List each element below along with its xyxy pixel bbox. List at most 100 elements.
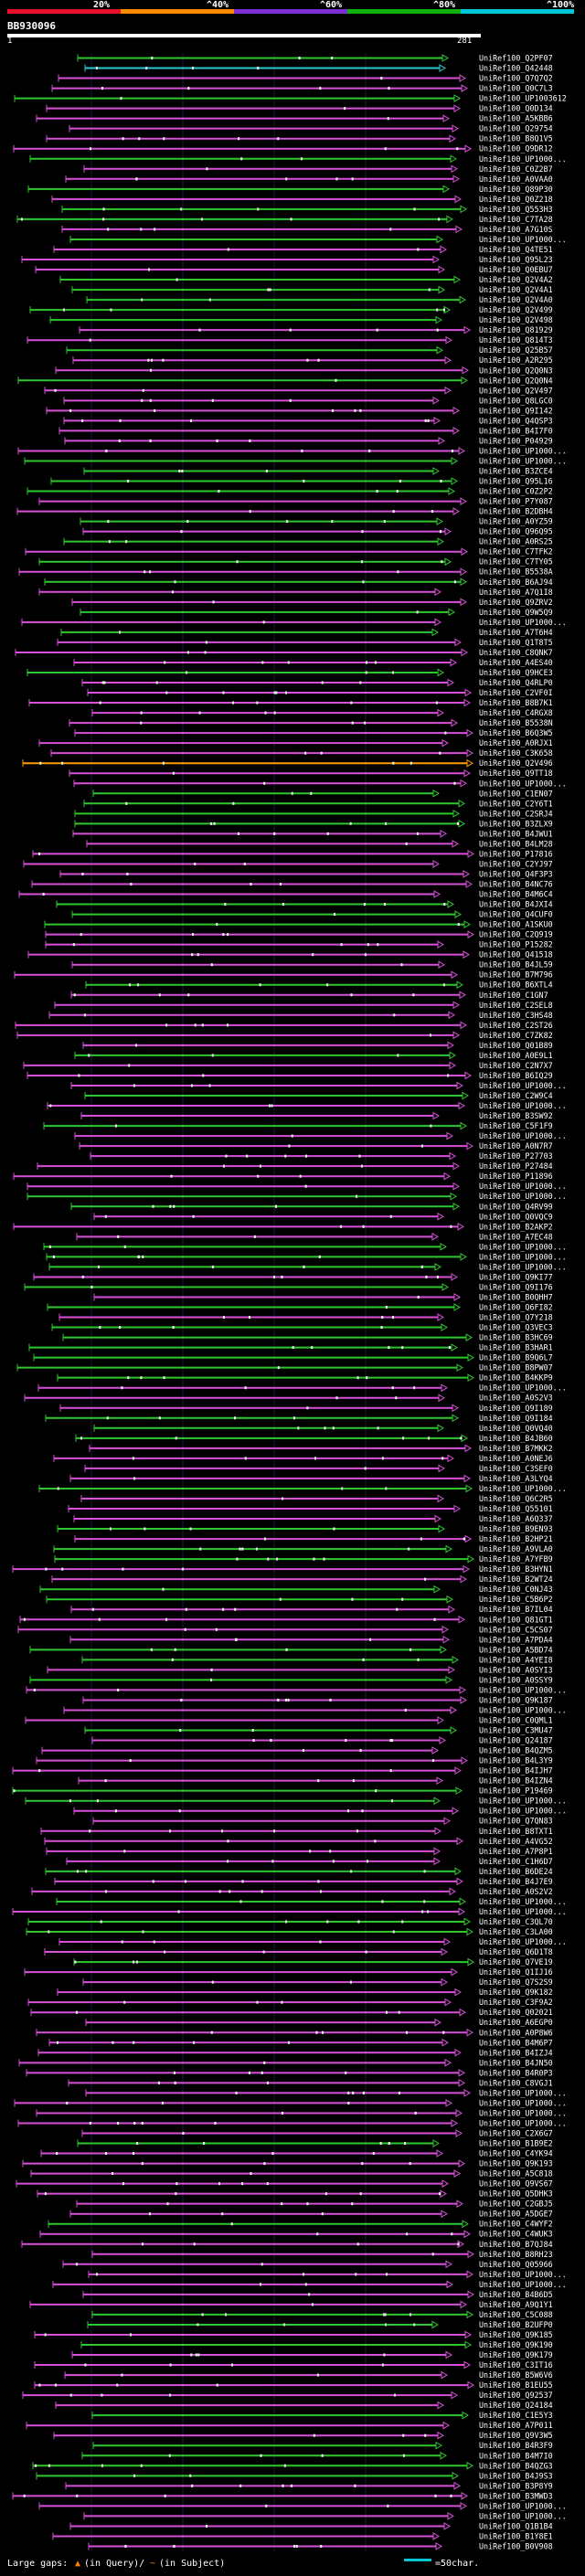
hit-id-label[interactable]: UniRef100_Q1IJ16 [479,1967,553,1977]
hit-id-label[interactable]: UniRef100_A4YEI8 [479,1655,553,1664]
hit-id-label[interactable]: UniRef100_B4QZM5 [479,1746,553,1755]
hit-id-label[interactable]: UniRef100_P17816 [479,849,553,858]
hit-id-label[interactable]: UniRef100_C0Z2P2 [479,487,553,496]
hit-id-label[interactable]: UniRef100_B5W6V6 [479,2370,553,2380]
hit-id-label[interactable]: UniRef100_A0NEJ6 [479,1454,553,1463]
hit-id-label[interactable]: UniRef100_Q7Y218 [479,1313,553,1322]
hit-id-label[interactable]: UniRef100_Q9VS67 [479,2179,553,2189]
hit-id-label[interactable]: UniRef100_Q2V497 [479,386,553,395]
hit-id-label[interactable]: UniRef100_Q9K182 [479,1988,553,1997]
hit-id-label[interactable]: UniRef100_B4B6D5 [479,2290,553,2299]
hit-id-label[interactable]: UniRef100_UP1000... [479,1242,567,1251]
hit-id-label[interactable]: UniRef100_C0Z2B7 [479,164,553,174]
hit-id-label[interactable]: UniRef100_UP1000... [479,235,567,244]
hit-id-label[interactable]: UniRef100_UP1000... [479,779,567,788]
hit-id-label[interactable]: UniRef100_Q42448 [479,64,553,73]
hit-id-label[interactable]: UniRef100_B4M6C4 [479,890,553,899]
hit-id-label[interactable]: UniRef100_P04929 [479,436,553,445]
hit-id-label[interactable]: UniRef100_C3IT16 [479,2360,553,2369]
hit-id-label[interactable]: UniRef100_Q8LGC0 [479,396,553,405]
hit-id-label[interactable]: UniRef100_Q2V4A0 [479,295,553,304]
hit-id-label[interactable]: UniRef100_B4JB60 [479,1434,553,1443]
hit-id-label[interactable]: UniRef100_C2YJ97 [479,859,553,868]
hit-id-label[interactable]: UniRef100_C2SEL8 [479,1001,553,1010]
hit-id-label[interactable]: UniRef100_Q7Q7Q2 [479,74,553,83]
hit-id-label[interactable]: UniRef100_Q9I176 [479,1282,553,1291]
hit-id-label[interactable]: UniRef100_B0V908 [479,2541,553,2550]
hit-id-label[interactable]: UniRef100_B3MWD3 [479,2491,553,2500]
hit-id-label[interactable]: UniRef100_B4J7E9 [479,1877,553,1886]
hit-id-label[interactable]: UniRef100_UP1000... [479,1131,567,1140]
hit-id-label[interactable]: UniRef100_Q0Z218 [479,195,553,204]
hit-id-label[interactable]: UniRef100_A4VG52 [479,1837,553,1846]
hit-id-label[interactable]: UniRef100_B3HC69 [479,1333,553,1342]
hit-id-label[interactable]: UniRef100_A7T6H4 [479,628,553,637]
hit-id-label[interactable]: UniRef100_C3LA00 [479,1927,553,1936]
hit-id-label[interactable]: UniRef100_C2Y6T1 [479,799,553,808]
hit-id-label[interactable]: UniRef100_Q2Q0N3 [479,366,553,375]
hit-id-label[interactable]: UniRef100_Q1B1B4 [479,2521,553,2530]
hit-id-label[interactable]: UniRef100_Q9K185 [479,2330,553,2339]
hit-id-label[interactable]: UniRef100_C8VGJ1 [479,2078,553,2087]
hit-id-label[interactable]: UniRef100_UP1000... [479,1081,567,1090]
hit-id-label[interactable]: UniRef100_B4JN50 [479,2058,553,2067]
hit-id-label[interactable]: UniRef100_Q9I184 [479,1414,553,1423]
hit-id-label[interactable]: UniRef100_C4WUK3 [479,2230,553,2239]
hit-id-label[interactable]: UniRef100_A7P011 [479,2421,553,2430]
hit-id-label[interactable]: UniRef100_B2HP21 [479,1534,553,1543]
hit-id-label[interactable]: UniRef100_Q55101 [479,1504,553,1513]
hit-id-label[interactable]: UniRef100_Q89P30 [479,185,553,194]
hit-id-label[interactable]: UniRef100_B4JL59 [479,960,553,970]
hit-id-label[interactable]: UniRef100_UP1000... [479,1383,567,1393]
hit-id-label[interactable]: UniRef100_Q4F3P3 [479,869,553,878]
hit-id-label[interactable]: UniRef100_C7TA28 [479,215,553,224]
hit-id-label[interactable]: UniRef100_P7Y087 [479,497,553,506]
hit-id-label[interactable]: UniRef100_A7Q1I8 [479,588,553,597]
hit-id-label[interactable]: UniRef100_Q95L16 [479,477,553,486]
hit-id-label[interactable]: UniRef100_Q0VQ40 [479,1424,553,1433]
hit-id-label[interactable]: UniRef100_A1SKU0 [479,920,553,929]
hit-id-label[interactable]: UniRef100_Q814T3 [479,335,553,345]
hit-id-label[interactable]: UniRef100_C5C088 [479,2310,553,2319]
hit-id-label[interactable]: UniRef100_C3SEF0 [479,1464,553,1473]
hit-id-label[interactable]: UniRef100_Q4QSP3 [479,416,553,425]
hit-id-label[interactable]: UniRef100_Q95L23 [479,255,553,264]
hit-id-label[interactable]: UniRef100_C4YK94 [479,2149,553,2158]
hit-id-label[interactable]: UniRef100_C3MU47 [479,1726,553,1735]
hit-id-label[interactable]: UniRef100_B7MKK2 [479,1444,553,1453]
hit-id-label[interactable]: UniRef100_UP1000... [479,2280,567,2289]
hit-id-label[interactable]: UniRef100_C3K658 [479,748,553,758]
hit-id-label[interactable]: UniRef100_Q9TT18 [479,769,553,778]
hit-id-label[interactable]: UniRef100_Q2PF07 [479,54,553,63]
hit-id-label[interactable]: UniRef100_Q4RLP0 [479,678,553,687]
hit-id-label[interactable]: UniRef100_C7ZK82 [479,1031,553,1040]
hit-id-label[interactable]: UniRef100_Q96Q95 [479,527,553,536]
hit-id-label[interactable]: UniRef100_P15282 [479,940,553,949]
hit-id-label[interactable]: UniRef100_A7PDA4 [479,1635,553,1644]
hit-id-label[interactable]: UniRef100_Q5DHK3 [479,2189,553,2199]
hit-id-label[interactable]: UniRef100_Q9DR12 [479,144,553,154]
hit-id-label[interactable]: UniRef100_A0S2V2 [479,1887,553,1896]
hit-id-label[interactable]: UniRef100_Q2Q0N4 [479,376,553,385]
hit-id-label[interactable]: UniRef100_UP1000... [479,446,567,455]
hit-id-label[interactable]: UniRef100_A0VAA0 [479,175,553,184]
hit-id-label[interactable]: UniRef100_A0RS25 [479,537,553,546]
hit-id-label[interactable]: UniRef100_A9Q1Y1 [479,2300,553,2309]
hit-id-label[interactable]: UniRef100_B6IQ29 [479,1071,553,1080]
hit-id-label[interactable]: UniRef100_B6AJ94 [479,578,553,587]
hit-id-label[interactable]: UniRef100_B2AKP2 [479,1222,553,1231]
hit-id-label[interactable]: UniRef100_UP1000... [479,1685,567,1694]
hit-id-label[interactable]: UniRef100_P27703 [479,1151,553,1161]
hit-id-label[interactable]: UniRef100_P19469 [479,1786,553,1796]
hit-id-label[interactable]: UniRef100_Q4CUF0 [479,910,553,919]
hit-id-label[interactable]: UniRef100_C7TY05 [479,557,553,567]
hit-id-label[interactable]: UniRef100_Q01B89 [479,1041,553,1050]
hit-id-label[interactable]: UniRef100_C4WYF2 [479,2220,553,2229]
hit-id-label[interactable]: UniRef100_UP1000... [479,1897,567,1906]
hit-id-label[interactable]: UniRef100_B2WT24 [479,1574,553,1584]
hit-id-label[interactable]: UniRef100_C2X6G7 [479,2128,553,2137]
hit-id-label[interactable]: UniRef100_B6XTL4 [479,981,553,990]
hit-id-label[interactable]: UniRef100_B4JWU1 [479,829,553,838]
hit-id-label[interactable]: UniRef100_A5BD74 [479,1645,553,1654]
hit-id-label[interactable]: UniRef100_UP1000... [479,618,567,627]
